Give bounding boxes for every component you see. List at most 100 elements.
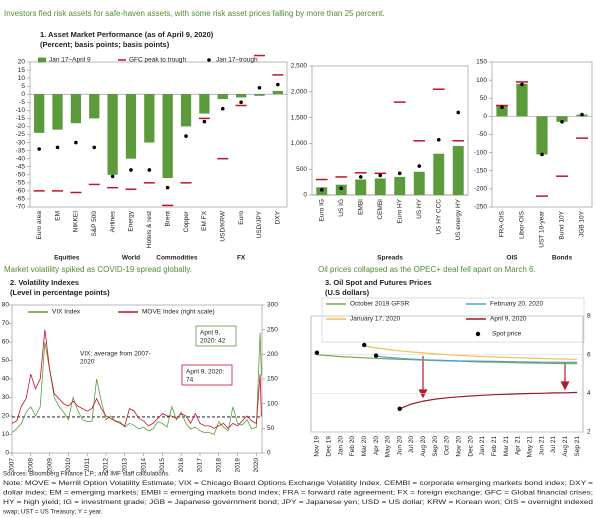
group-label: OIS [506, 255, 518, 262]
x-tick-label: Energy [128, 210, 135, 231]
y-tick-label: 8 [587, 313, 591, 320]
x-tick-label: Oct 20 [444, 436, 451, 456]
note: dollar index; EM = emerging markets; EMB… [3, 490, 593, 497]
panel-title: 1. Asset Market Performance (as of April… [40, 30, 214, 39]
group-label: FX [237, 255, 246, 262]
x-tick-label: Sep 20 [432, 436, 439, 457]
x-tick-label: Mar 21 [503, 436, 510, 457]
legend-label: April 9, 2020 [490, 316, 527, 323]
y-tick-label: 2 [587, 429, 591, 436]
bar [536, 116, 548, 155]
x-tick-label: Euro area [36, 211, 43, 240]
x-tick-label: Jul 21 [550, 436, 557, 454]
bar [272, 91, 283, 95]
panel-subtitle: (U.S dollars) [325, 288, 370, 297]
x-tick-label: Copper [183, 210, 190, 232]
bar [144, 94, 155, 143]
y-tick-label: -150 [474, 167, 487, 174]
spot-dot [362, 342, 367, 348]
spot-dot [314, 350, 320, 355]
y2-tick-label: 200 [267, 351, 278, 358]
note: Sources: Bloomberg Finance L.P.; and IMF… [3, 471, 170, 478]
y-tick-label: -35 [16, 147, 26, 154]
series-line [399, 391, 578, 410]
y-tick-label: -5 [19, 99, 25, 106]
annotation-box [195, 325, 237, 347]
x-tick-label: Feb 20 [349, 436, 356, 457]
annotation: April 9, 2020: [186, 369, 224, 376]
x-tick-label: NIKKEI [73, 211, 80, 233]
trough-dot [580, 112, 584, 117]
y-tick-label: 0 [303, 192, 307, 199]
trough-dot [358, 175, 363, 179]
x-tick-label: 2016 [178, 458, 185, 473]
x-tick-label: Euro IG [318, 199, 325, 221]
x-tick-label: FRA-OIS [499, 210, 506, 237]
trough-dot [147, 168, 152, 172]
bar [125, 94, 137, 159]
x-tick-label: Aug 21 [562, 436, 569, 457]
x-tick-label: US HY [416, 198, 423, 219]
x-tick-label: May 21 [527, 436, 534, 458]
x-tick-label: 2014 [140, 458, 147, 473]
x-tick-label: Jun 20 [396, 436, 403, 456]
legend-label: VIX Index [52, 309, 81, 316]
trough-dot [165, 185, 170, 190]
y-tick-label: 1,000 [291, 140, 308, 147]
y-tick-label: -65 [16, 196, 26, 203]
x-tick-label: 2007 [9, 458, 16, 473]
trough-dot [319, 188, 324, 192]
x-tick-label: Jan 20 [337, 436, 344, 456]
panel-title: 2. Volatility Indexes [10, 278, 79, 287]
x-tick-label: Sep 21 [574, 436, 581, 457]
y-tick-label: -20 [16, 123, 26, 130]
arrow-head [560, 381, 570, 391]
bar [516, 83, 528, 117]
legend-swatch [38, 57, 46, 63]
y-tick-label: -60 [16, 188, 26, 195]
y-tick-label: 500 [296, 166, 307, 173]
x-tick-label: EM [54, 211, 61, 221]
headline: Market volatility spiked as COVID-19 spr… [4, 265, 192, 274]
y-tick-label: -30 [16, 139, 26, 146]
annotation: 2020 [80, 359, 95, 366]
x-tick-label: CEMBI [377, 199, 384, 220]
x-tick-label: 2011 [84, 458, 91, 472]
y-tick-label: 20 [2, 413, 10, 420]
y-tick-label: -40 [16, 155, 26, 162]
y-tick-label: 0 [483, 113, 487, 120]
x-tick-label: Jun 21 [538, 436, 545, 456]
x-tick-label: 2009 [46, 458, 53, 473]
legend-label: October 2019 GFSR [350, 301, 410, 308]
bar [162, 94, 173, 178]
y-tick-label: 15 [18, 67, 26, 74]
legend-label: GFC peak to trough [129, 57, 186, 64]
bar [452, 145, 464, 195]
y-tick-label: 80 [2, 302, 10, 309]
y-tick-label: 10 [2, 431, 10, 438]
panel-subtitle: (Level in percentage points) [10, 288, 110, 297]
bar [433, 153, 445, 195]
legend-label: MOVE Index (right scale) [142, 309, 215, 316]
x-tick-label: Apr 21 [515, 436, 522, 456]
x-tick-label: 2019 [234, 458, 241, 473]
group-label: Equities [54, 255, 80, 262]
trough-dot [55, 145, 60, 150]
y-tick-label: 10 [18, 75, 26, 82]
bar [496, 105, 508, 117]
series-line [11, 329, 262, 429]
trough-dot [417, 164, 422, 168]
trough-dot [74, 140, 78, 145]
x-tick-label: 2020 [253, 458, 260, 473]
spot-dot [373, 353, 379, 358]
y-tick-label: 60 [2, 339, 10, 346]
y-tick-label: 150 [476, 59, 487, 66]
x-tick-label: Apr 20 [373, 436, 380, 456]
x-tick-label: Jan 21 [479, 436, 486, 456]
y-tick-label: -25 [16, 131, 26, 138]
x-tick-label: 2013 [122, 458, 129, 473]
y-tick-label: -70 [16, 204, 26, 211]
x-tick-label: S&P 500 [91, 211, 98, 237]
bar [52, 94, 63, 130]
